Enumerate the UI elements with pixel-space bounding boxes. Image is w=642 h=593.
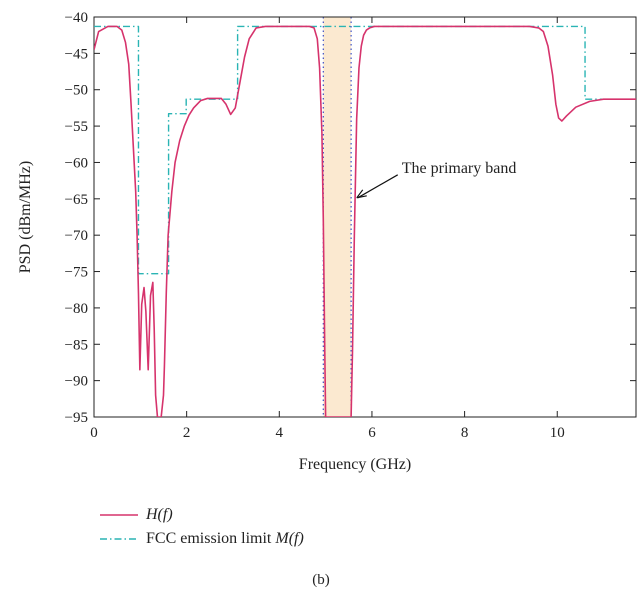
- legend-swatch-fcc: [100, 538, 138, 540]
- y-tick-label: −65: [65, 192, 88, 208]
- annotation-arrow-head: [356, 189, 367, 199]
- plot-frame: [93, 16, 637, 418]
- y-tick-label: −85: [65, 337, 88, 353]
- legend-label-fcc: FCC emission limit M(f): [146, 530, 304, 547]
- series-fcc-limit-line: [94, 25, 636, 275]
- legend: H(f) FCC emission limit M(f): [100, 503, 304, 551]
- y-tick-label: −90: [65, 374, 88, 390]
- y-tick-label: −55: [65, 119, 88, 135]
- annotation-label: The primary band: [402, 160, 517, 177]
- legend-swatch-h: [100, 514, 138, 516]
- x-tick-label: 2: [183, 425, 191, 441]
- y-tick-label: −45: [65, 46, 88, 62]
- annotation-arrow-shaft: [357, 174, 399, 199]
- legend-entry-fcc: FCC emission limit M(f): [100, 527, 304, 551]
- y-tick-label: −75: [65, 265, 88, 281]
- x-tick-label: 0: [90, 425, 98, 441]
- x-tick-label: 4: [276, 425, 284, 441]
- psd-chart: 0 2 4 6 8 10 −40 −45 −50 −55 −60 −65 −70 −75 −80 −85 −90…: [17, 10, 637, 473]
- series-h-line: [94, 25, 636, 417]
- y-tick-label: −50: [65, 83, 88, 99]
- y-tick-label: −60: [65, 155, 88, 171]
- y-tick-label: −70: [65, 228, 88, 244]
- y-axis-title: PSD (dBm/MHz): [17, 161, 34, 273]
- legend-label-h: H(f): [146, 506, 173, 523]
- x-tick-label: 10: [550, 425, 565, 441]
- figure-caption: (b): [312, 572, 330, 588]
- y-tick-label: −95: [65, 410, 88, 426]
- x-tick-label: 6: [368, 425, 376, 441]
- x-axis-title: Frequency (GHz): [299, 456, 411, 473]
- y-tick-label: −40: [65, 10, 88, 26]
- legend-entry-h: H(f): [100, 503, 304, 527]
- x-tick-label: 8: [461, 425, 469, 441]
- y-tick-label: −80: [65, 301, 88, 317]
- primary-band-fill: [323, 17, 352, 417]
